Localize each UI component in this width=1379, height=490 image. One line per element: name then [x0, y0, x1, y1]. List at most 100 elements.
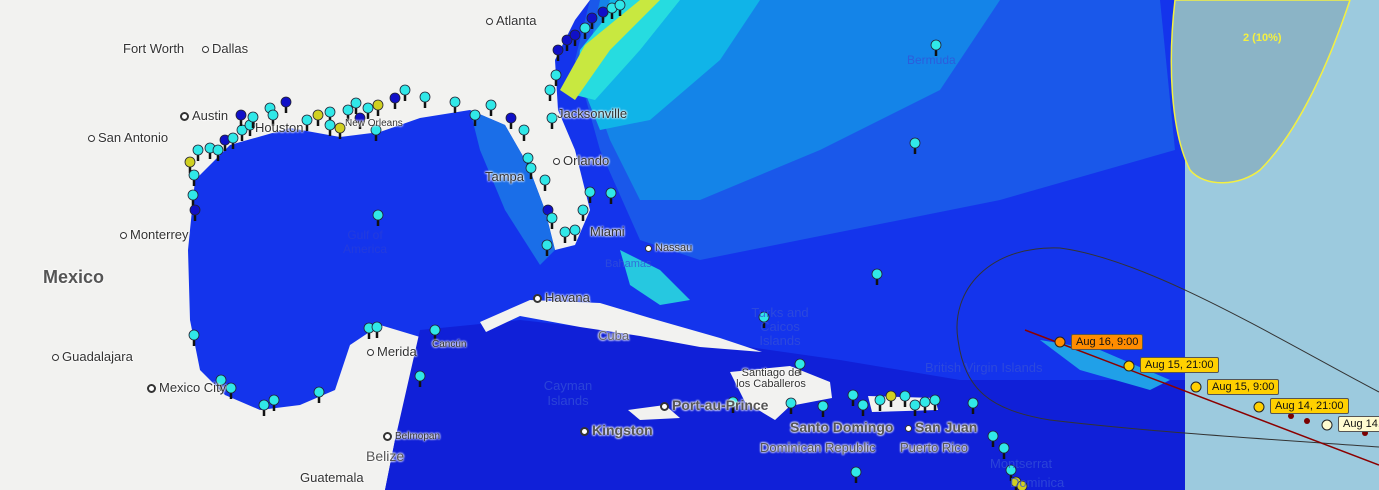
track-minor-point — [1288, 413, 1294, 419]
station-pin[interactable] — [419, 91, 431, 108]
place-belize: Belize — [366, 448, 405, 464]
station-pin[interactable] — [857, 399, 869, 416]
station-pin[interactable] — [429, 324, 441, 341]
station-pin[interactable] — [606, 2, 618, 19]
station-pin[interactable] — [505, 112, 517, 129]
station-pin[interactable] — [268, 394, 280, 411]
station-pin[interactable] — [334, 122, 346, 139]
station-pin[interactable] — [312, 109, 324, 126]
station-pin[interactable] — [871, 268, 883, 285]
station-pin[interactable] — [987, 430, 999, 447]
station-pin[interactable] — [785, 397, 797, 414]
track-point[interactable] — [1190, 381, 1202, 393]
station-pin[interactable] — [561, 34, 573, 51]
station-pin[interactable] — [817, 400, 829, 417]
station-pin[interactable] — [579, 22, 591, 39]
station-pin[interactable] — [267, 109, 279, 126]
station-pin[interactable] — [372, 99, 384, 116]
station-pin[interactable] — [354, 112, 366, 129]
station-pin[interactable] — [301, 114, 313, 131]
track-label-0[interactable]: Aug 16, 9:00 — [1071, 334, 1144, 350]
track-label-3[interactable]: Aug 14, 21:00 — [1270, 398, 1349, 414]
station-pin[interactable] — [569, 29, 581, 46]
station-pin[interactable] — [188, 329, 200, 346]
place-mexico-city: Mexico City — [147, 380, 226, 395]
station-pin[interactable] — [541, 239, 553, 256]
station-pin[interactable] — [909, 137, 921, 154]
place-tampa: Tampa — [485, 169, 525, 184]
station-pin[interactable] — [184, 156, 196, 173]
station-pin[interactable] — [614, 0, 626, 16]
station-pin[interactable] — [219, 134, 231, 151]
station-pin[interactable] — [187, 189, 199, 206]
station-pin[interactable] — [874, 394, 886, 411]
station-pin[interactable] — [189, 204, 201, 221]
track-label-1[interactable]: Aug 15, 21:00 — [1140, 357, 1219, 373]
station-pin[interactable] — [227, 132, 239, 149]
station-pin[interactable] — [370, 124, 382, 141]
station-pin[interactable] — [414, 370, 426, 387]
place-monterrey: Monterrey — [120, 227, 189, 242]
station-pin[interactable] — [552, 44, 564, 61]
station-pin[interactable] — [850, 466, 862, 483]
station-pin[interactable] — [449, 96, 461, 113]
station-pin[interactable] — [399, 84, 411, 101]
station-pin[interactable] — [362, 102, 374, 119]
place-cuba: Cuba — [598, 328, 630, 343]
station-pin[interactable] — [469, 109, 481, 126]
station-pin[interactable] — [324, 119, 336, 136]
track-point[interactable] — [1123, 360, 1135, 372]
station-pin[interactable] — [350, 97, 362, 114]
station-pin[interactable] — [313, 386, 325, 403]
station-pin[interactable] — [899, 390, 911, 407]
station-pin[interactable] — [584, 186, 596, 203]
station-pin[interactable] — [389, 92, 401, 109]
station-pin[interactable] — [577, 204, 589, 221]
station-pin[interactable] — [929, 394, 941, 411]
station-pin[interactable] — [235, 109, 247, 126]
station-pin[interactable] — [539, 174, 551, 191]
station-pin[interactable] — [192, 144, 204, 161]
station-pin[interactable] — [188, 169, 200, 186]
place-merida: Merida — [367, 344, 417, 359]
station-pin[interactable] — [544, 84, 556, 101]
station-pin[interactable] — [280, 96, 292, 113]
station-pin[interactable] — [847, 389, 859, 406]
station-pin[interactable] — [930, 39, 942, 56]
track-point[interactable] — [1253, 401, 1265, 413]
station-pin[interactable] — [794, 358, 806, 375]
track-label-4[interactable]: Aug 14, 9:00 — [1338, 416, 1379, 432]
track-label-2[interactable]: Aug 15, 9:00 — [1207, 379, 1280, 395]
place-turks-caicos: Turks and Caicos Islands — [751, 305, 809, 348]
station-pin[interactable] — [342, 104, 354, 121]
station-pin[interactable] — [372, 209, 384, 226]
place-cancun: Cancún — [432, 339, 467, 350]
station-pin[interactable] — [909, 399, 921, 416]
station-pin[interactable] — [998, 442, 1010, 459]
station-pins — [184, 0, 1028, 490]
station-pin[interactable] — [212, 144, 224, 161]
station-pin[interactable] — [363, 322, 375, 339]
station-pin[interactable] — [597, 6, 609, 23]
station-pin[interactable] — [258, 399, 270, 416]
station-pin[interactable] — [371, 321, 383, 338]
track-point[interactable] — [1054, 336, 1066, 348]
station-pin[interactable] — [758, 311, 770, 328]
station-pin[interactable] — [546, 212, 558, 229]
station-pin[interactable] — [569, 224, 581, 241]
station-pin[interactable] — [605, 187, 617, 204]
station-pin[interactable] — [525, 162, 537, 179]
station-pin[interactable] — [247, 111, 259, 128]
station-pin[interactable] — [1016, 480, 1028, 490]
station-pin[interactable] — [518, 124, 530, 141]
station-pin[interactable] — [485, 99, 497, 116]
place-miami: Miami — [590, 224, 625, 239]
station-pin[interactable] — [967, 397, 979, 414]
station-pin[interactable] — [546, 112, 558, 129]
station-pin[interactable] — [885, 390, 897, 407]
place-orlando: Orlando — [553, 153, 609, 168]
station-pin[interactable] — [586, 12, 598, 29]
station-pin[interactable] — [550, 69, 562, 86]
track-point[interactable] — [1321, 419, 1333, 431]
station-pin[interactable] — [1005, 464, 1017, 481]
